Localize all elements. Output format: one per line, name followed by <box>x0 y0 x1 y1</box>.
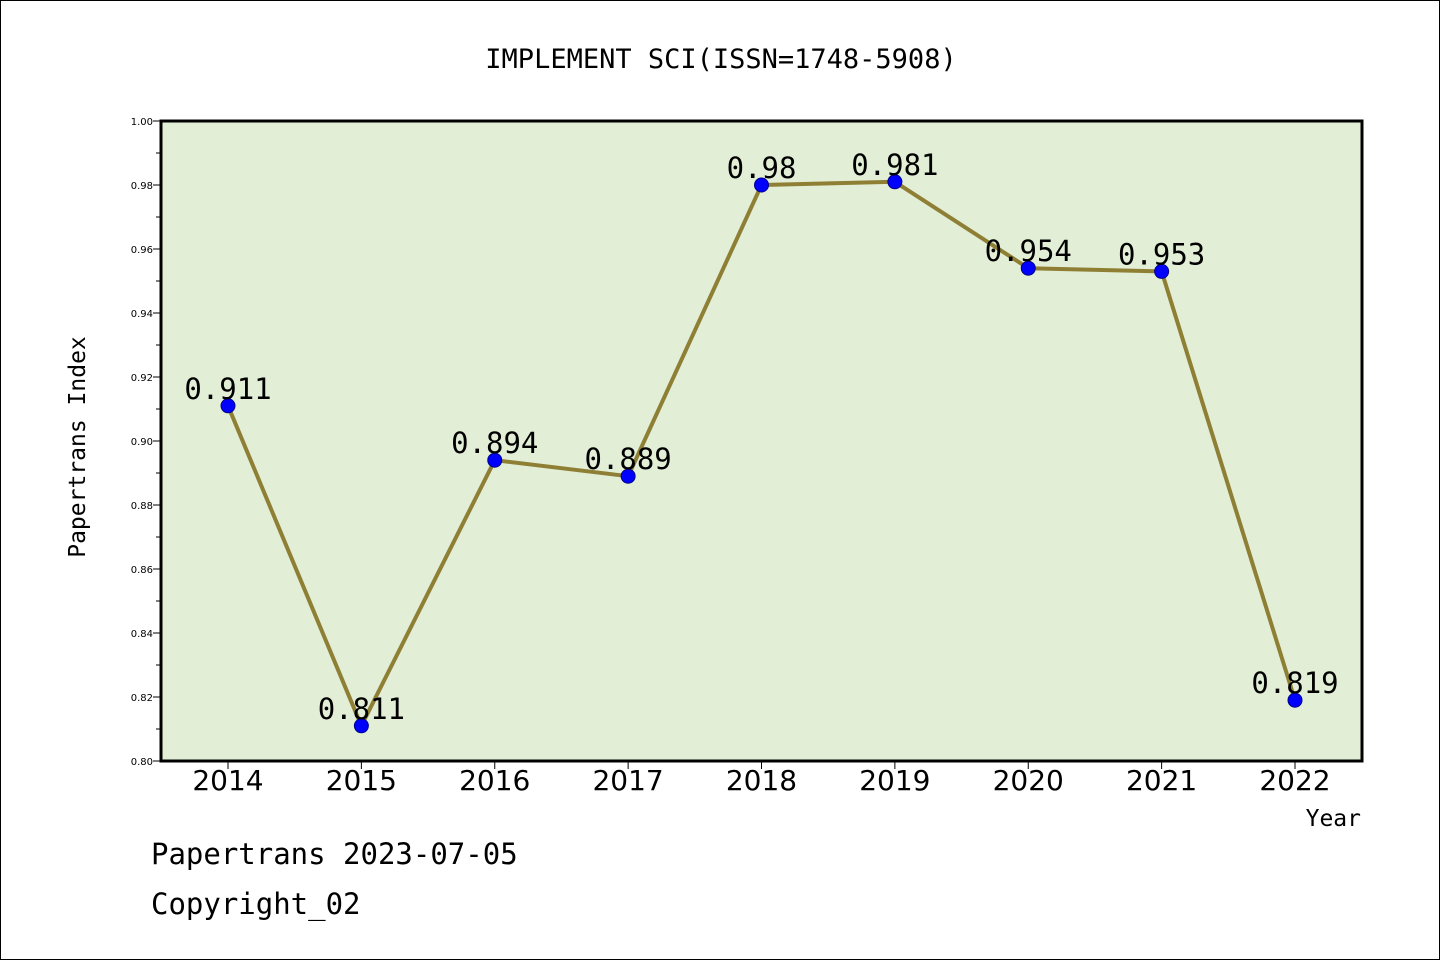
y-tick-label: 0.80 <box>131 757 153 768</box>
x-axis: 2014 2015 2016 2017 2018 2019 2020 2021 2022 <box>192 761 1331 797</box>
data-point <box>1020 260 1036 276</box>
x-tick-label: 2014 <box>192 764 263 797</box>
y-axis-label: Papertrans Index <box>65 336 91 558</box>
x-tick-label: 2016 <box>459 764 530 797</box>
data-point <box>220 398 236 414</box>
x-tick-label: 2020 <box>993 764 1064 797</box>
data-label: 0.981 <box>851 148 938 182</box>
plot-area <box>159 119 1364 763</box>
y-tick-label: 0.92 <box>131 373 153 384</box>
chart-title: IMPLEMENT SCI(ISSN=1748-5908) <box>485 44 956 75</box>
x-tick-label: 2017 <box>592 764 663 797</box>
data-point <box>754 177 769 193</box>
data-label: 0.98 <box>727 151 797 185</box>
data-label: 0.954 <box>985 234 1072 268</box>
x-tick-label: 2021 <box>1126 764 1197 797</box>
x-tick-label: 2019 <box>859 764 930 797</box>
data-label: 0.819 <box>1251 666 1338 700</box>
data-point <box>487 452 503 468</box>
y-tick-label: 0.96 <box>131 245 153 256</box>
data-label: 0.889 <box>584 442 671 476</box>
x-tick-label: 2018 <box>726 764 797 797</box>
data-point <box>1154 263 1170 279</box>
data-label: 0.911 <box>184 372 271 406</box>
data-label: 0.894 <box>451 426 538 460</box>
x-axis-label: Year <box>1306 806 1361 832</box>
y-tick-label: 0.90 <box>131 437 153 448</box>
data-label: 0.811 <box>318 692 405 726</box>
source-date-text: Papertrans 2023-07-05 <box>151 837 518 871</box>
data-point <box>887 174 903 190</box>
series-layer: 0.911 0.811 0.894 0.889 0.98 0.981 0.954 0.953 0… <box>184 148 1339 734</box>
copyright-text: Copyright_02 <box>151 887 361 921</box>
data-point <box>353 718 369 734</box>
y-tick-label: 0.94 <box>131 309 153 320</box>
x-tick-label: 2015 <box>326 764 397 797</box>
y-tick-label: 0.84 <box>131 629 153 640</box>
y-axis: 0.80 0.82 0.84 0.86 0.88 0.90 0.92 0.94 0.96 0.98… <box>131 117 161 768</box>
y-tick-label: 0.86 <box>131 565 153 576</box>
data-label: 0.953 <box>1118 237 1205 271</box>
y-tick-label: 0.98 <box>131 181 153 192</box>
y-tick-label: 0.88 <box>131 501 153 512</box>
x-tick-label: 2022 <box>1259 764 1330 797</box>
y-tick-label: 1.00 <box>131 117 153 128</box>
data-point <box>1287 692 1303 708</box>
y-tick-label: 0.82 <box>131 693 153 704</box>
data-point <box>620 468 636 484</box>
